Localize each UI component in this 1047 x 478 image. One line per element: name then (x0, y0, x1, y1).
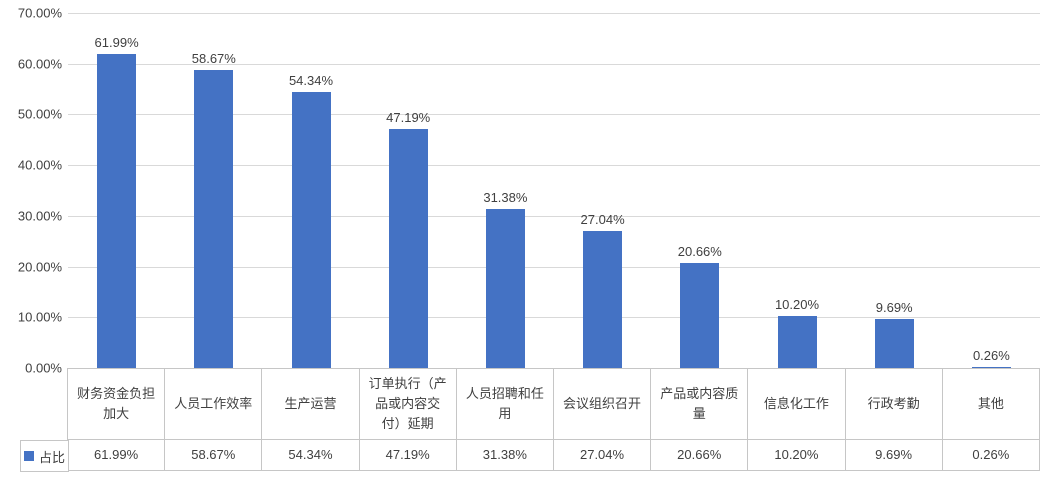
legend: 占比 (20, 440, 69, 472)
data-table-value-row: 61.99% 58.67% 54.34% 47.19% 31.38% 27.04% 20.6… (66, 439, 1041, 471)
table-value-cell: 61.99% (66, 439, 166, 471)
bar-value-label: 20.66% (677, 244, 722, 260)
gridline (68, 215, 1040, 217)
table-value-cell: 10.20% (747, 439, 846, 471)
bar-value-label: 47.19% (386, 109, 431, 125)
table-category-cell: 人员招聘和任用 (455, 368, 554, 440)
gridline (68, 13, 1040, 14)
table-value-cell: 20.66% (650, 439, 749, 471)
table-value-cell: 9.69% (844, 439, 943, 471)
gridline (68, 317, 1040, 319)
table-category-cell: 财务资金负担加大 (66, 368, 166, 440)
bar (971, 366, 1011, 368)
bar-value-label: 61.99% (94, 34, 139, 50)
bar (583, 230, 623, 368)
y-axis-tick-label: 0.00% (25, 360, 62, 376)
data-table: 财务资金负担加大 人员工作效率 生产运营 订单执行（产品或内容交付）延期 人员招聘和任用… (66, 368, 1041, 471)
table-category-cell: 信息化工作 (747, 368, 846, 440)
bar (291, 92, 331, 368)
gridline (68, 114, 1040, 116)
y-axis-tick-label: 50.00% (17, 106, 62, 122)
bar-value-label: 9.69% (875, 299, 913, 315)
legend-label: 占比 (38, 449, 65, 465)
bar (874, 318, 914, 368)
table-category-cell: 产品或内容质量 (650, 368, 749, 440)
gridline (68, 266, 1040, 268)
bar (485, 208, 525, 368)
bar (194, 70, 234, 368)
table-value-cell: 54.34% (261, 439, 360, 471)
bar-value-label: 54.34% (288, 73, 334, 89)
y-axis-tick-label: 10.00% (17, 309, 62, 325)
y-axis-tick-label: 30.00% (17, 208, 62, 224)
legend-marker-icon (23, 451, 34, 461)
gridline (68, 63, 1040, 65)
y-axis-tick-label: 40.00% (17, 157, 62, 173)
bar-value-label: 27.04% (580, 211, 625, 227)
y-axis-tick-label: 20.00% (17, 259, 62, 275)
table-value-cell: 58.67% (164, 439, 263, 471)
table-value-cell: 0.26% (941, 439, 1041, 471)
bar-value-label: 58.67% (191, 51, 236, 67)
bar (388, 128, 428, 368)
table-category-cell: 其他 (941, 368, 1041, 440)
table-category-cell: 订单执行（产品或内容交付）延期 (358, 368, 457, 440)
table-value-cell: 31.38% (455, 439, 554, 471)
table-category-cell: 会议组织召开 (552, 368, 652, 440)
y-axis-tick-label: 60.00% (17, 56, 62, 72)
bar (97, 53, 137, 368)
y-axis-tick-label: 70.00% (17, 5, 62, 21)
table-category-cell: 行政考勤 (844, 368, 943, 440)
table-category-cell: 生产运营 (261, 368, 360, 440)
bar-value-label: 10.20% (774, 297, 820, 313)
table-value-cell: 27.04% (552, 439, 652, 471)
gridline (68, 165, 1040, 167)
bar-value-label: 31.38% (483, 189, 528, 205)
table-category-cell: 人员工作效率 (164, 368, 263, 440)
bar (680, 263, 720, 368)
bar (777, 316, 817, 368)
bar-value-label: 0.26% (972, 347, 1010, 363)
table-value-cell: 47.19% (358, 439, 457, 471)
data-table-header-row: 财务资金负担加大 人员工作效率 生产运营 订单执行（产品或内容交付）延期 人员招聘和任用… (66, 368, 1041, 440)
